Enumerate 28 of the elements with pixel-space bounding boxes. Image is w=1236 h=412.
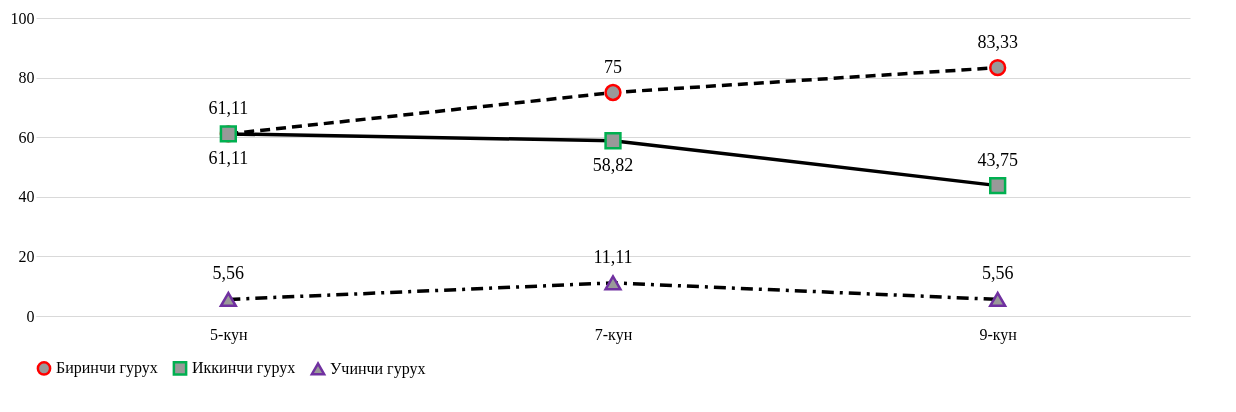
y-tick-label: 100 <box>10 9 35 27</box>
y-tick-label: 40 <box>18 188 35 206</box>
data-label: 5,56 <box>981 263 1014 284</box>
point <box>989 176 1007 195</box>
data-label: 83,33 <box>977 31 1018 52</box>
x-tick-label: 9-кун <box>979 325 1018 344</box>
point <box>989 59 1007 77</box>
legend-label: Учинчи гурух <box>330 359 426 378</box>
x-tick-label: 7-кун <box>594 325 633 344</box>
data-label: 61,11 <box>208 147 249 168</box>
legend-label: Биринчи гурух <box>56 359 158 378</box>
y-tick-label: 80 <box>18 69 35 87</box>
legend-label: Иккинчи гурух <box>192 359 296 378</box>
data-label: 61,11 <box>208 97 249 118</box>
point <box>604 275 622 291</box>
y-tick-label: 0 <box>26 307 35 325</box>
x-tick-label: 5-кун <box>210 325 248 344</box>
data-label: 5,56 <box>212 263 245 284</box>
data-label: 43,75 <box>977 149 1018 170</box>
point <box>989 291 1007 308</box>
y-tick-label: 20 <box>18 247 35 265</box>
point <box>219 291 237 308</box>
data-label: 11,11 <box>593 246 633 267</box>
data-label: 75 <box>604 56 622 77</box>
point <box>604 132 622 150</box>
data-label: 58,82 <box>592 154 634 175</box>
y-tick-label: 60 <box>18 128 35 146</box>
point <box>604 83 622 102</box>
